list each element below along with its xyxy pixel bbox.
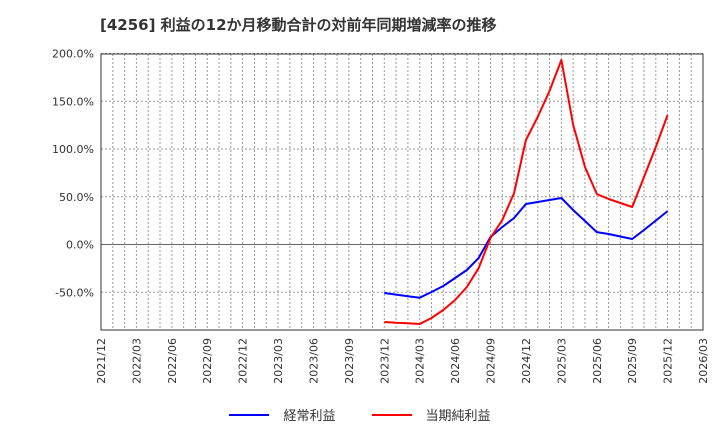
x-tick-label: 2022/09 [201,338,214,384]
x-tick-label: 2024/12 [520,338,533,384]
x-tick-label: 2024/03 [414,338,427,384]
chart-title: [4256] 利益の12か月移動合計の対前年同期増減率の推移 [100,16,497,34]
x-tick-label: 2023/12 [378,338,391,384]
legend-item-net-profit: 当期純利益 [371,405,491,424]
legend-label: 経常利益 [283,409,336,424]
legend-swatch-blue [229,413,270,416]
y-tick-label: 150.0% [52,95,94,108]
y-tick-label: -50.0% [55,286,94,299]
legend: 経常利益 当期純利益 [0,405,720,424]
x-tick-label: 2025/12 [662,338,675,384]
series-lines [384,59,669,325]
y-axis: 200.0% 150.0% 100.0% 50.0% 0.0% -50.0% [52,48,94,300]
x-tick-label: 2025/09 [626,338,639,384]
x-tick-label: 2022/03 [130,338,143,384]
legend-item-ordinary-profit: 経常利益 [229,405,336,424]
x-tick-label: 2023/03 [272,338,285,384]
y-tick-label: 100.0% [52,143,94,156]
grid-lines [101,53,703,330]
y-tick-label: 200.0% [52,48,94,61]
x-axis: 2021/12 2022/03 2022/06 2022/09 2022/12 2023/… [95,338,710,384]
y-tick-label: 50.0% [59,191,94,204]
x-tick-label: 2024/09 [485,338,498,384]
x-tick-label: 2025/03 [555,338,568,384]
series-line [384,197,669,299]
x-tick-label: 2026/03 [697,338,710,384]
plot-area-border [100,53,704,331]
legend-label: 当期純利益 [425,409,491,424]
x-tick-label: 2021/12 [95,338,108,384]
series-line [384,59,669,325]
x-tick-label: 2024/06 [449,338,462,384]
legend-swatch-red [371,413,412,416]
x-tick-label: 2025/06 [591,338,604,384]
x-tick-label: 2023/09 [343,338,356,384]
x-tick-label: 2023/06 [307,338,320,384]
x-tick-label: 2022/12 [237,338,250,384]
y-tick-label: 0.0% [66,239,94,252]
x-tick-label: 2022/06 [166,338,179,384]
